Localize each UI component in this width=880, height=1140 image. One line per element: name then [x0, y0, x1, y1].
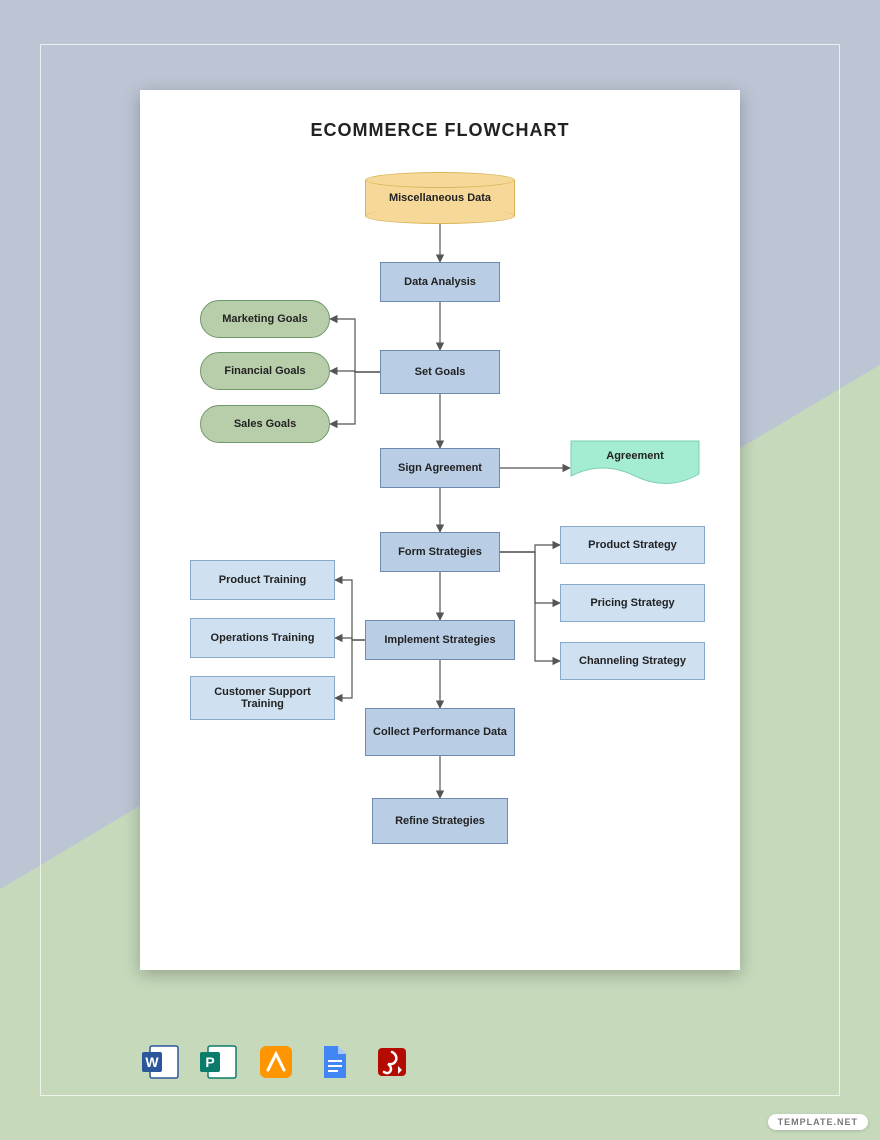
node-t_support: Customer Support Training	[190, 676, 335, 720]
edge-form-s_pricing	[500, 552, 560, 603]
node-g_marketing: Marketing Goals	[200, 300, 330, 338]
publisher-icon: P	[198, 1042, 238, 1082]
node-agreement: Agreement	[570, 440, 700, 486]
edge-setgoals-g_sales	[330, 372, 380, 424]
edge-form-s_product	[500, 545, 560, 552]
svg-text:W: W	[145, 1054, 159, 1070]
svg-text:P: P	[205, 1054, 214, 1070]
edge-setgoals-g_marketing	[330, 319, 380, 372]
node-s_pricing: Pricing Strategy	[560, 584, 705, 622]
page-title: ECOMMERCE FLOWCHART	[140, 120, 740, 141]
flowchart-page: ECOMMERCE FLOWCHART Miscellaneous Data Da…	[140, 90, 740, 970]
pages-icon	[256, 1042, 296, 1082]
node-g_financial: Financial Goals	[200, 352, 330, 390]
edge-setgoals-g_financial	[330, 371, 380, 372]
edge-impl-t_support	[335, 640, 365, 698]
app-icons-row: WP	[140, 1042, 412, 1082]
node-analysis: Data Analysis	[380, 262, 500, 302]
node-s_product: Product Strategy	[560, 526, 705, 564]
node-t_product: Product Training	[190, 560, 335, 600]
node-sign: Sign Agreement	[380, 448, 500, 488]
node-s_channel: Channeling Strategy	[560, 642, 705, 680]
watermark-badge: TEMPLATE.NET	[768, 1114, 868, 1130]
gdocs-icon	[314, 1042, 354, 1082]
word-icon: W	[140, 1042, 180, 1082]
edge-impl-t_product	[335, 580, 365, 640]
node-form: Form Strategies	[380, 532, 500, 572]
node-impl: Implement Strategies	[365, 620, 515, 660]
node-t_ops: Operations Training	[190, 618, 335, 658]
node-setgoals: Set Goals	[380, 350, 500, 394]
node-collect: Collect Performance Data	[365, 708, 515, 756]
edge-impl-t_ops	[335, 638, 365, 640]
pdf-icon	[372, 1042, 412, 1082]
node-g_sales: Sales Goals	[200, 405, 330, 443]
node-misc: Miscellaneous Data	[365, 172, 515, 224]
node-refine: Refine Strategies	[372, 798, 508, 844]
